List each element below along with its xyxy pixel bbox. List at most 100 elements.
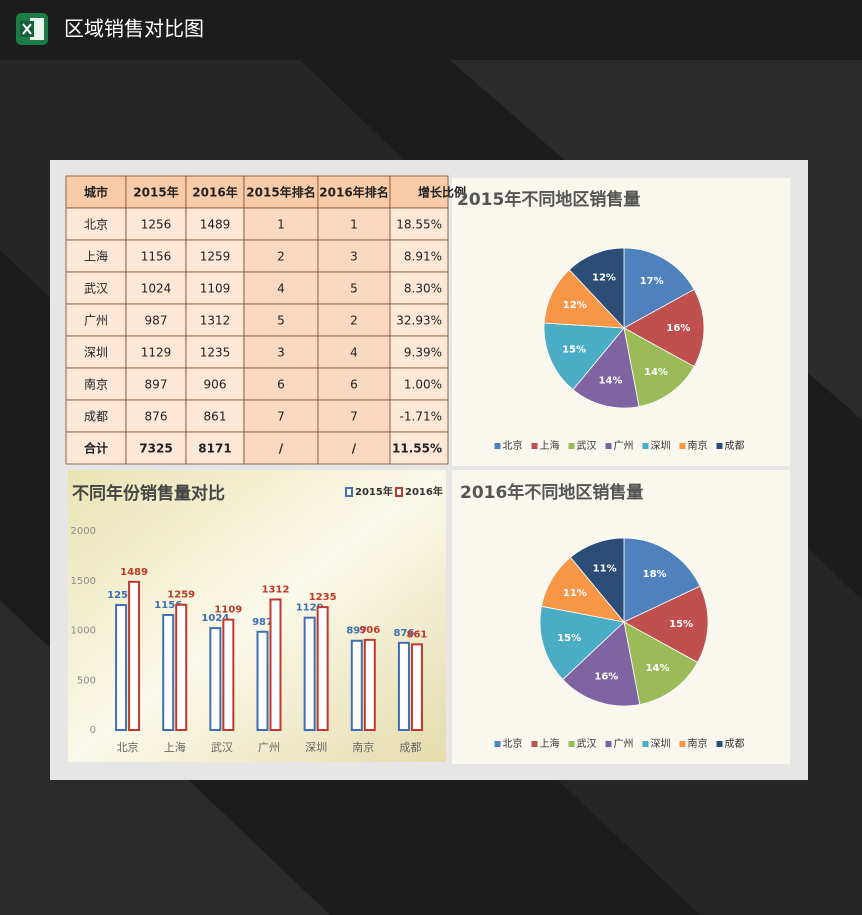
cell-text: 1 bbox=[350, 218, 358, 232]
table-cell bbox=[125, 271, 187, 305]
data-label: 987 bbox=[252, 617, 273, 628]
pie-slice bbox=[572, 327, 640, 409]
legend-label: 南京 bbox=[688, 439, 708, 452]
legend-marker bbox=[716, 443, 723, 449]
table-cell bbox=[125, 207, 187, 241]
data-label: 1024 bbox=[201, 613, 229, 624]
cell-text: 987 bbox=[145, 314, 168, 328]
legend-marker bbox=[716, 741, 723, 747]
x-tick-label: 深圳 bbox=[305, 741, 327, 754]
legend-marker bbox=[494, 741, 501, 747]
table-cell bbox=[389, 239, 449, 273]
table-cell bbox=[65, 175, 127, 209]
cell-text: 1312 bbox=[200, 314, 231, 328]
legend-marker bbox=[531, 443, 538, 449]
cell-text: 合计 bbox=[84, 441, 108, 456]
bar bbox=[350, 639, 363, 731]
data-label: 15% bbox=[669, 619, 693, 630]
cell-text: 1489 bbox=[200, 218, 231, 232]
column-header: 城市 bbox=[84, 185, 108, 200]
table-cell bbox=[243, 367, 319, 401]
data-label: 14% bbox=[646, 663, 670, 674]
bar bbox=[256, 630, 269, 732]
data-label: 14% bbox=[644, 367, 668, 378]
app-icon-x bbox=[22, 23, 32, 35]
y-tick-label: 2000 bbox=[71, 526, 96, 537]
cell-text: / bbox=[279, 442, 284, 456]
data-label: 12% bbox=[563, 300, 587, 311]
legend-label: 南京 bbox=[688, 737, 708, 750]
legend-label: 成都 bbox=[725, 440, 745, 452]
cell-text: 4 bbox=[277, 282, 285, 296]
cell-text: 861 bbox=[204, 410, 227, 424]
bar bbox=[316, 606, 329, 731]
x-tick-label: 武汉 bbox=[211, 741, 233, 754]
x-tick-label: 北京 bbox=[117, 740, 139, 754]
legend-marker bbox=[531, 741, 538, 747]
legend-label: 2015年 bbox=[355, 485, 393, 498]
cell-text: 1.00% bbox=[404, 378, 442, 392]
table-cell bbox=[389, 431, 449, 465]
column-header: 2015年排名 bbox=[246, 185, 315, 200]
table-cell bbox=[389, 303, 449, 337]
table-cell bbox=[317, 175, 391, 209]
table-cell bbox=[65, 431, 127, 465]
data-label: 1235 bbox=[309, 592, 337, 603]
cell-text: 1 bbox=[277, 218, 285, 232]
table-cell bbox=[243, 431, 319, 465]
data-label: 1259 bbox=[167, 590, 195, 601]
data-label: 15% bbox=[557, 633, 581, 644]
chart-title: 不同年份销售量对比 bbox=[72, 483, 225, 504]
cell-text: 上海 bbox=[84, 249, 108, 264]
legend-label: 北京 bbox=[503, 439, 523, 452]
data-label: 861 bbox=[406, 629, 427, 640]
legend-label: 武汉 bbox=[577, 737, 597, 750]
pie-slice bbox=[543, 269, 625, 329]
legend-marker bbox=[679, 741, 686, 747]
table-cell bbox=[243, 335, 319, 369]
legend-marker bbox=[568, 443, 575, 449]
column-header: 2015年 bbox=[133, 185, 178, 200]
table-cell bbox=[125, 239, 187, 273]
cell-text: 1109 bbox=[200, 282, 231, 296]
table-cell bbox=[125, 399, 187, 433]
legend-label: 深圳 bbox=[651, 738, 671, 750]
x-tick-label: 南京 bbox=[352, 740, 374, 754]
legend-label: 武汉 bbox=[577, 439, 597, 452]
data-label: 11% bbox=[593, 563, 617, 574]
bar bbox=[397, 641, 410, 732]
data-label: 1109 bbox=[214, 605, 242, 616]
cell-text: / bbox=[352, 442, 357, 456]
pie-slice bbox=[539, 605, 625, 681]
pie-slice bbox=[623, 537, 701, 623]
cell-text: 8.30% bbox=[404, 282, 442, 296]
table-cell bbox=[243, 239, 319, 273]
legend-marker bbox=[494, 443, 501, 449]
legend-label: 上海 bbox=[540, 737, 560, 750]
legend-marker bbox=[642, 741, 649, 747]
table-cell bbox=[389, 335, 449, 369]
cell-text: 7 bbox=[277, 410, 285, 424]
data-label: 12% bbox=[592, 272, 616, 283]
bar bbox=[269, 598, 282, 731]
table-cell bbox=[65, 303, 127, 337]
y-tick-label: 0 bbox=[90, 725, 96, 736]
cell-text: 深圳 bbox=[84, 346, 108, 360]
x-tick-label: 上海 bbox=[164, 740, 186, 754]
y-tick-label: 1000 bbox=[71, 626, 96, 637]
bar bbox=[303, 616, 316, 731]
data-label: 1256 bbox=[107, 590, 135, 601]
cell-text: 2 bbox=[277, 250, 285, 264]
cell-text: 3 bbox=[277, 346, 285, 360]
cell-text: 4 bbox=[350, 346, 358, 360]
cell-text: 32.93% bbox=[396, 314, 442, 328]
cell-text: 7 bbox=[350, 410, 358, 424]
x-tick-label: 成都 bbox=[399, 741, 421, 754]
table-cell bbox=[317, 303, 391, 337]
table-cell bbox=[243, 175, 319, 209]
cell-text: 北京 bbox=[84, 218, 108, 232]
y-tick-label: 1500 bbox=[71, 576, 96, 587]
data-label: 14% bbox=[599, 376, 623, 387]
cell-text: -1.71% bbox=[400, 410, 442, 424]
